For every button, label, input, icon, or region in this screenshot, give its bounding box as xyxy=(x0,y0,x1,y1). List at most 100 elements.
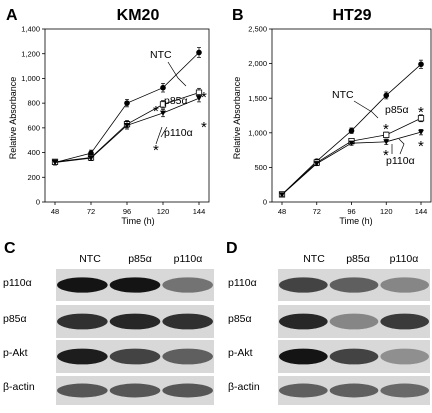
blot-band xyxy=(162,383,213,398)
blot-band xyxy=(279,348,328,365)
blot-column-label: p85α xyxy=(128,253,152,265)
blot-column-label: NTC xyxy=(79,253,101,265)
data-point xyxy=(348,140,355,146)
x-tick-label: 120 xyxy=(380,207,393,216)
significance-star: * xyxy=(418,104,424,121)
data-point xyxy=(418,129,424,135)
plot-frame xyxy=(44,28,210,203)
blot-band xyxy=(109,348,161,365)
leader-line-p110 xyxy=(391,138,405,155)
data-point xyxy=(383,139,390,145)
significance-star: * xyxy=(153,142,159,159)
blot-band xyxy=(162,348,213,365)
blot-row-label: p85α xyxy=(3,313,27,325)
x-axis-label: Time (h) xyxy=(339,216,372,226)
series-label-p85: p85α xyxy=(385,104,409,116)
panel-letter-b: B xyxy=(232,7,244,24)
y-tick-label: 600 xyxy=(27,123,40,132)
blot-band xyxy=(57,313,108,330)
blot-band xyxy=(380,277,429,293)
chart-km20: KM20 Time (h) Relative Absorbance 0 200 40… xyxy=(8,7,210,226)
x-tick-label: 144 xyxy=(193,207,206,216)
blot-band xyxy=(162,277,213,293)
blot-band xyxy=(109,313,161,330)
y-tick-label: 2,500 xyxy=(248,25,267,34)
y-tick-label: 0 xyxy=(36,198,40,207)
data-point xyxy=(348,127,355,134)
data-point xyxy=(88,155,94,161)
significance-star: * xyxy=(383,147,389,164)
blot-band xyxy=(380,348,429,365)
y-tick-label: 1,400 xyxy=(21,25,40,34)
panel-letter-d: D xyxy=(226,240,238,257)
series-label-p110: p110α xyxy=(164,127,193,139)
significance-star: * xyxy=(153,103,159,120)
significance-star: * xyxy=(201,119,207,136)
data-point xyxy=(383,131,390,138)
data-point xyxy=(279,192,285,198)
significance-star: * xyxy=(418,138,424,155)
blot-band xyxy=(162,313,213,330)
y-tick-label: 1,000 xyxy=(248,128,267,137)
series-label-p110: p110α xyxy=(386,155,415,167)
x-tick-label: 72 xyxy=(87,207,95,216)
data-point xyxy=(124,100,130,106)
blot-band xyxy=(109,277,161,293)
x-tick-label: 48 xyxy=(51,207,59,216)
blot-band xyxy=(57,277,108,293)
chart-title: KM20 xyxy=(117,7,160,24)
x-tick-label: 120 xyxy=(157,207,170,216)
data-point xyxy=(52,160,58,166)
data-point xyxy=(196,49,202,56)
chart-title: HT29 xyxy=(332,7,371,24)
blot-band xyxy=(279,313,328,330)
western-blot-km20: NTC p85α p110α p110α p85α p-Akt β-actin xyxy=(3,253,214,405)
data-point xyxy=(196,95,202,101)
blot-row-label: β-actin xyxy=(3,381,35,393)
data-point xyxy=(160,110,166,116)
data-point xyxy=(159,101,167,108)
blot-row-label: p-Akt xyxy=(228,347,253,359)
blot-column-label: NTC xyxy=(303,253,325,265)
x-tick-label: 96 xyxy=(347,207,355,216)
x-axis-label: Time (h) xyxy=(121,216,154,226)
leader-line-ntc xyxy=(167,61,187,87)
leader-line-p110 xyxy=(155,126,168,145)
blot-row-label: p-Akt xyxy=(3,347,28,359)
x-tick-label: 96 xyxy=(123,207,131,216)
blot-column-label: p110α xyxy=(174,253,203,265)
blot-band xyxy=(109,383,161,398)
leader-line-ntc xyxy=(353,100,379,119)
blot-band xyxy=(279,277,328,293)
data-point xyxy=(313,161,320,167)
y-tick-label: 0 xyxy=(263,198,267,207)
blot-band xyxy=(279,383,328,398)
y-axis-label: Relative Absorbance xyxy=(232,77,242,160)
blot-band xyxy=(329,383,379,398)
series-label-ntc: NTC xyxy=(332,89,354,101)
blot-row-label: p85α xyxy=(228,313,252,325)
data-point xyxy=(124,122,130,129)
panel-letter-c: C xyxy=(4,240,16,257)
blot-band xyxy=(329,348,379,365)
significance-star: * xyxy=(201,89,207,106)
x-tick-label: 72 xyxy=(313,207,321,216)
blot-row-label: p110α xyxy=(228,277,257,289)
blot-band xyxy=(329,313,379,330)
blot-row-label: β-actin xyxy=(228,381,260,393)
blot-row-label: p110α xyxy=(3,277,32,289)
y-axis-label: Relative Absorbance xyxy=(8,77,18,160)
panel-letter-a: A xyxy=(6,7,18,24)
western-blot-ht29: NTC p85α p110α p110α p85α p-Akt β-actin xyxy=(228,253,430,405)
blot-band xyxy=(57,383,108,398)
y-tick-label: 1,000 xyxy=(21,74,40,83)
y-tick-label: 1,200 xyxy=(21,49,40,58)
blot-band xyxy=(329,277,379,293)
y-tick-label: 800 xyxy=(27,99,40,108)
chart-ht29: HT29 Time (h) Relative Absorbance 0 500 1,… xyxy=(232,7,432,226)
series-label-ntc: NTC xyxy=(150,49,172,61)
data-point xyxy=(160,84,166,91)
y-tick-label: 2,000 xyxy=(248,59,267,68)
blot-band xyxy=(380,313,429,330)
